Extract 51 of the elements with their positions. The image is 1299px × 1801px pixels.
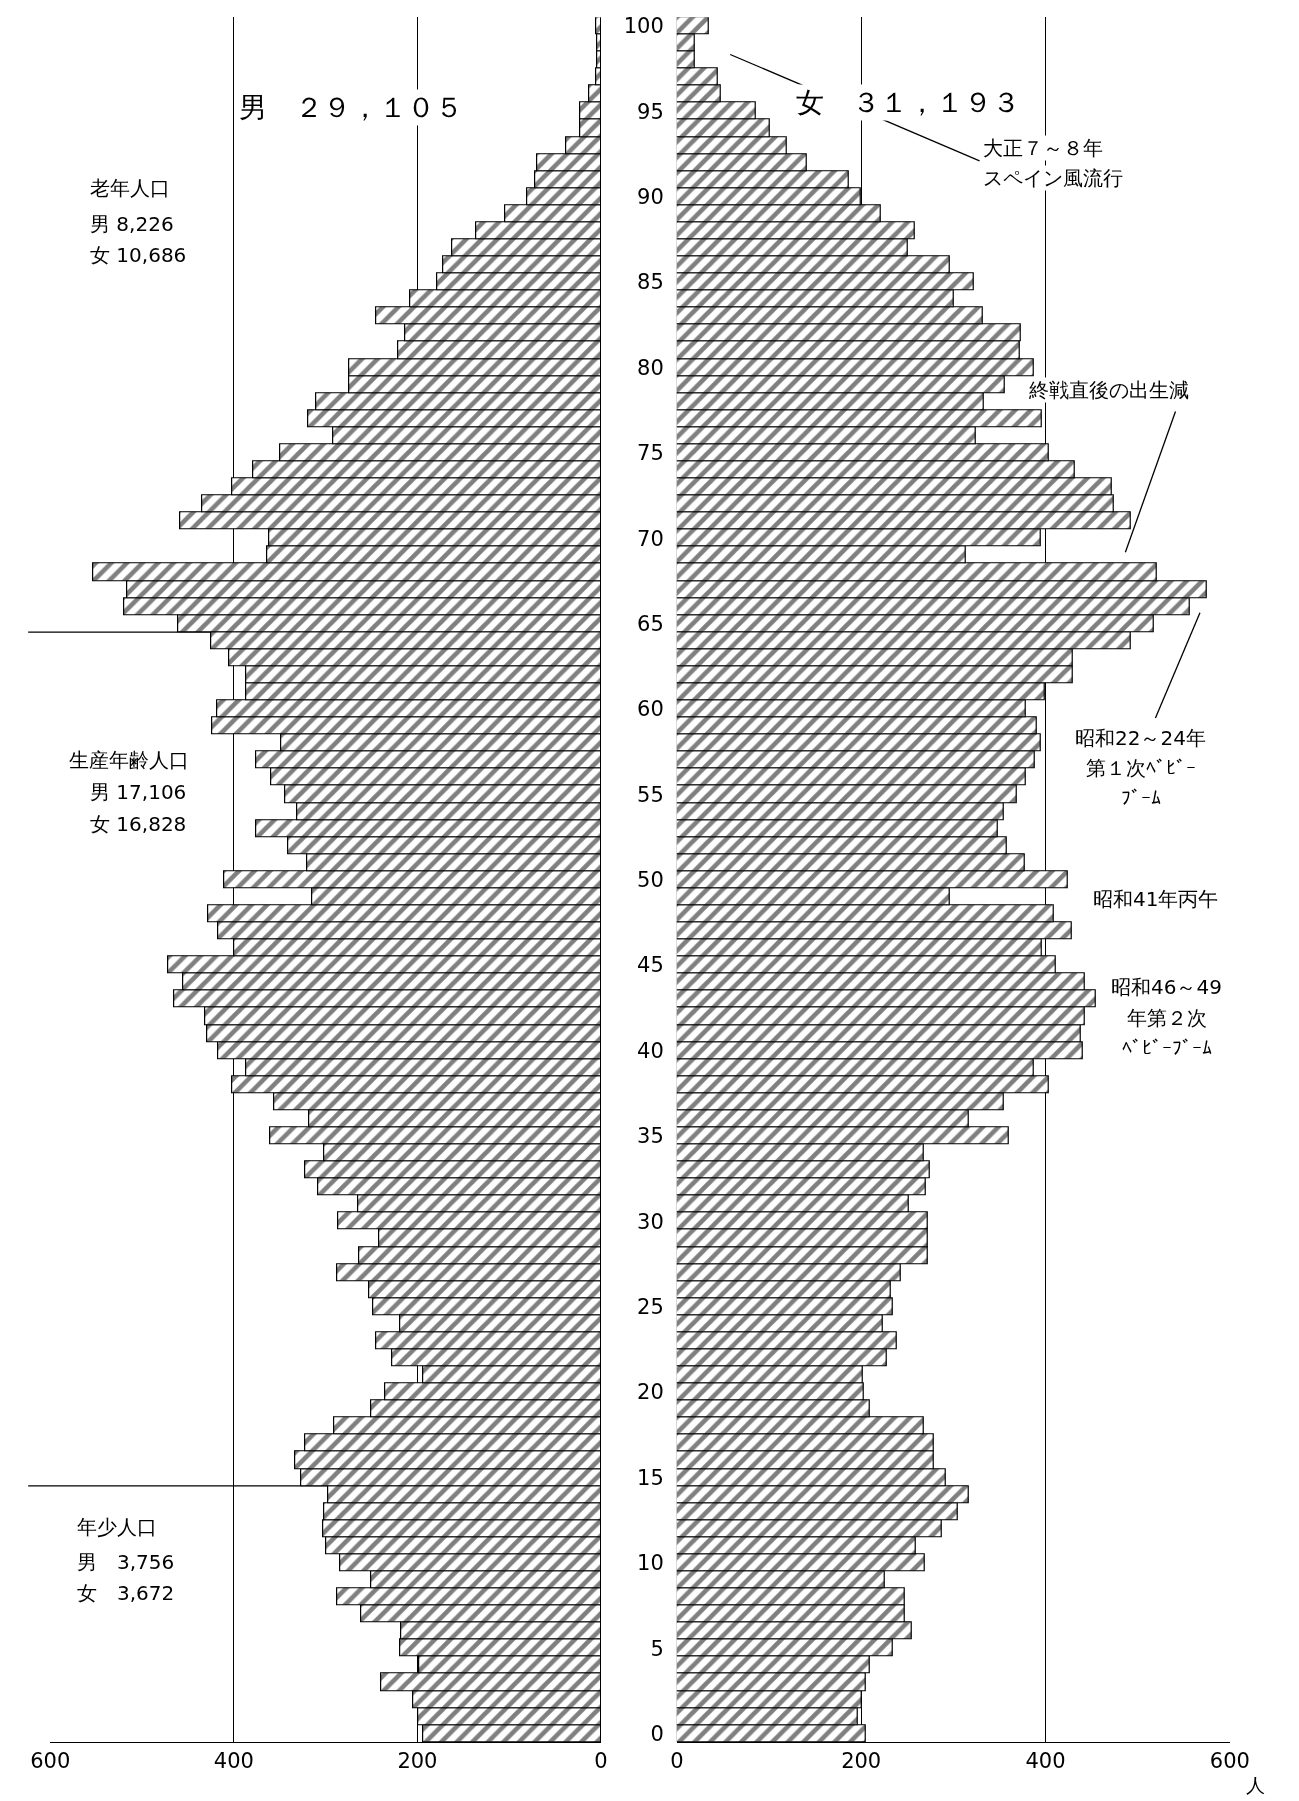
y-tick-label: 95: [637, 99, 664, 124]
text: 女 ３１，１９３: [796, 86, 1020, 119]
annotation: スペイン風流行: [983, 166, 1123, 190]
x-tick-label: 200: [397, 1749, 438, 1774]
x-tick-label: 0: [594, 1749, 608, 1774]
annotation: 昭和46～49: [1111, 975, 1222, 999]
x-axis-title: 人: [1246, 1774, 1265, 1796]
annotation: 終戦直後の出生減: [1028, 378, 1189, 402]
x-tick-label: 0: [670, 1749, 684, 1774]
y-tick-label: 0: [650, 1721, 664, 1746]
annotation: 生産年齢人口: [69, 748, 189, 772]
annotation: 老年人口: [90, 176, 170, 200]
y-tick-label: 35: [637, 1124, 664, 1149]
annotation: 昭和41年丙午: [1093, 887, 1219, 911]
x-tick-label: 600: [1209, 1749, 1250, 1774]
y-tick-label: 100: [623, 14, 664, 39]
annotation: 男 17,106: [90, 780, 187, 804]
y-tick-label: 50: [637, 868, 664, 893]
y-tick-label: 20: [637, 1380, 664, 1405]
y-tick-label: 10: [637, 1551, 664, 1576]
annotation: 昭和22～24年: [1075, 726, 1206, 750]
annotation: 年第２次: [1127, 1006, 1207, 1030]
y-tick-label: 65: [637, 611, 664, 636]
y-tick-label: 55: [637, 782, 664, 807]
y-tick-label: 60: [637, 697, 664, 722]
y-tick-label: 5: [650, 1636, 664, 1661]
annotation: 大正７～８年: [983, 136, 1103, 160]
annotation: 男 3,756: [77, 1550, 175, 1574]
x-tick-label: 400: [213, 1749, 254, 1774]
y-tick-label: 80: [637, 355, 664, 380]
annotation: 女 16,828: [90, 812, 187, 836]
annotation: 男 8,226: [90, 212, 174, 236]
y-tick-label: 40: [637, 1038, 664, 1063]
annotation: 年少人口: [77, 1515, 157, 1539]
y-tick-label: 30: [637, 1209, 664, 1234]
y-tick-label: 45: [637, 953, 664, 978]
annotation: 女 3,672: [77, 1581, 175, 1605]
x-tick-label: 600: [30, 1749, 71, 1774]
y-tick-label: 85: [637, 270, 664, 295]
y-tick-label: 25: [637, 1294, 664, 1319]
y-tick-label: 15: [637, 1465, 664, 1490]
y-tick-label: 90: [637, 185, 664, 210]
annotation: ﾍﾞﾋﾞｰﾌﾞｰﾑ: [1122, 1036, 1212, 1060]
annotation: 第１次ﾍﾞﾋﾞｰ: [1086, 756, 1196, 780]
x-tick-label: 400: [1025, 1749, 1066, 1774]
y-tick-label: 75: [637, 441, 664, 466]
annotation: ﾌﾞｰﾑ: [1121, 786, 1161, 810]
text: 男 ２９，１０５: [239, 91, 463, 124]
annotation: 女 10,686: [90, 243, 187, 267]
y-tick-label: 70: [637, 526, 664, 551]
x-tick-label: 200: [841, 1749, 882, 1774]
